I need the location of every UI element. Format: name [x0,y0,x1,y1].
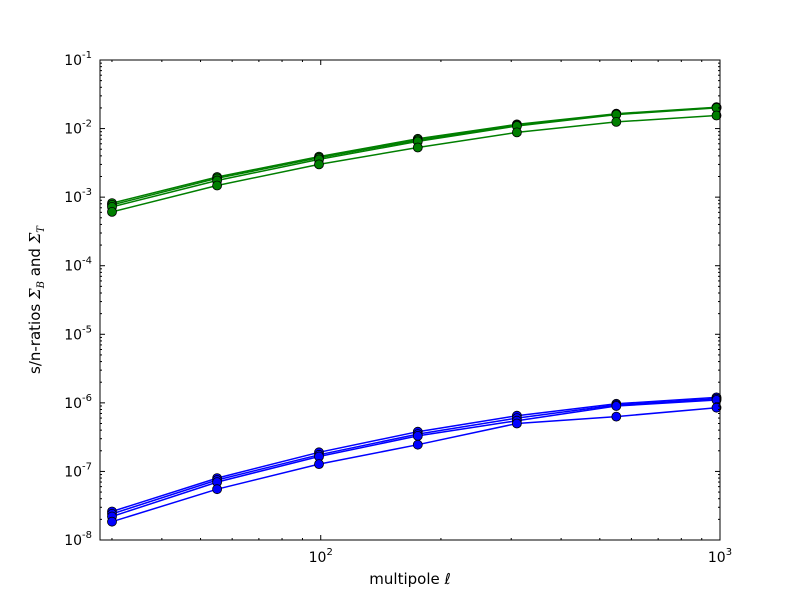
data-point-t [107,206,117,217]
y-tick-base: 10 [64,259,82,275]
y-axis-label: s/n-ratios ΣB and ΣT [26,225,47,374]
y-tick-exponent: -6 [82,393,92,404]
y-tick-exponent: -3 [82,187,92,198]
x-tick-base: 10 [708,550,726,566]
data-point-t [512,127,522,138]
data-point-b [611,401,622,411]
axes-frame [99,59,721,541]
y-tick-base: 10 [64,190,82,206]
y-tick-base: 10 [64,533,82,549]
y-tick-label: 10-7 [64,461,92,480]
y-tick-label: 10-4 [64,256,92,275]
series-line-b-7 [111,399,717,518]
y-tick-exponent: -5 [82,324,92,335]
y-axis-label-sigma-t: Σ [26,232,44,244]
y-tick-base: 10 [64,327,82,343]
y-tick-exponent: -2 [82,119,92,130]
series-line-t-4 [111,114,717,213]
data-point-b [412,430,423,441]
y-axis-label-sub-t: T [36,225,47,233]
y-tick-label: 10-2 [64,119,92,138]
series-line-t-2 [111,106,717,206]
y-tick-label: 10-1 [64,50,92,69]
y-tick-exponent: -1 [82,50,92,61]
data-point-t [711,110,722,121]
x-tick-exponent: 2 [326,547,332,558]
x-tick-exponent: 3 [726,547,732,558]
plot-layer [107,102,722,527]
data-point-t [412,142,423,153]
series-line-b-8 [111,406,717,523]
y-tick-label: 10-8 [64,530,92,549]
y-tick-label: 10-3 [64,187,92,206]
x-tick-base: 10 [309,550,327,566]
data-point-t [611,117,622,127]
data-point-b [611,411,622,422]
x-tick-label: 102 [309,547,333,566]
y-tick-label: 10-6 [64,393,92,412]
y-tick-exponent: -7 [82,461,92,472]
data-point-b [212,484,223,495]
series-line-t-3 [111,107,717,208]
y-axis-label-and: and [26,243,44,281]
y-axis-label-prefix: s/n-ratios [26,299,44,374]
y-tick-exponent: -4 [82,256,92,267]
y-tick-label: 10-5 [64,324,92,343]
x-tick-label: 103 [708,547,732,566]
x-axis-label: multipole ℓ [369,570,450,588]
data-point-b [314,459,324,470]
y-tick-exponent: -8 [82,530,92,541]
y-axis-label-sub-b: B [36,281,47,289]
data-point-b [512,418,522,429]
y-tick-base: 10 [64,464,82,480]
data-point-t [314,159,324,170]
y-tick-base: 10 [64,122,82,138]
data-point-t [212,180,223,191]
y-tick-base: 10 [64,53,82,69]
y-tick-base: 10 [64,396,82,412]
data-point-b [107,516,117,527]
data-point-b [412,439,423,450]
y-axis-label-sigma-b: Σ [26,288,44,300]
